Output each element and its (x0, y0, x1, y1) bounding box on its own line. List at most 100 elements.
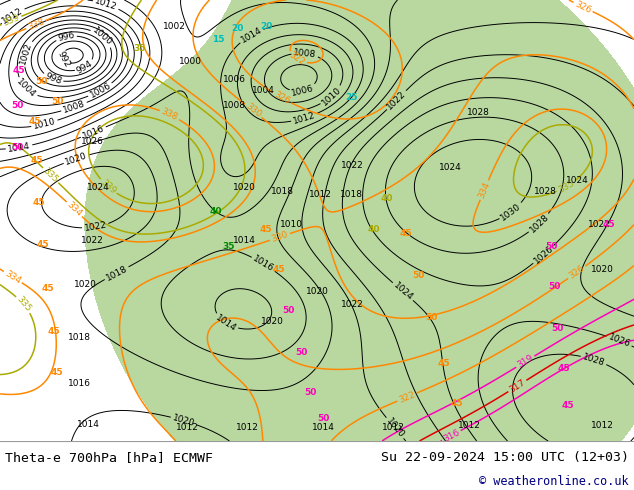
Text: 45: 45 (29, 117, 41, 126)
Text: 996: 996 (57, 31, 75, 43)
Text: 1002: 1002 (163, 22, 186, 31)
Text: 1012: 1012 (94, 0, 119, 12)
Text: 1018: 1018 (68, 333, 91, 342)
Text: 45: 45 (33, 198, 46, 207)
Text: 1006: 1006 (291, 83, 315, 98)
Text: 50: 50 (317, 415, 330, 423)
Text: 20: 20 (260, 22, 273, 31)
Text: 335: 335 (15, 295, 32, 314)
Text: 1020: 1020 (64, 151, 89, 167)
Text: Theta-e 700hPa [hPa] ECMWF: Theta-e 700hPa [hPa] ECMWF (5, 451, 213, 464)
Text: 1028: 1028 (534, 187, 557, 196)
Text: 1012: 1012 (591, 421, 614, 430)
Text: 45: 45 (437, 359, 450, 368)
Text: 1020: 1020 (306, 287, 328, 295)
Text: 1010: 1010 (32, 117, 57, 131)
Text: 50: 50 (545, 243, 558, 251)
Text: 317: 317 (508, 378, 527, 394)
Text: 45: 45 (399, 229, 412, 238)
Text: 45: 45 (37, 240, 49, 249)
Text: 316: 316 (441, 427, 461, 443)
Text: 1010: 1010 (320, 85, 343, 107)
Text: 45: 45 (558, 364, 571, 373)
Text: 1022: 1022 (81, 236, 103, 245)
Text: 1014: 1014 (239, 25, 264, 45)
Text: 339: 339 (99, 177, 117, 196)
Text: 45: 45 (48, 327, 60, 336)
Text: 15: 15 (212, 35, 225, 44)
Text: 1014: 1014 (77, 420, 100, 429)
Text: 1012: 1012 (292, 111, 316, 126)
Text: 35: 35 (222, 243, 235, 251)
Text: 1004: 1004 (252, 86, 275, 95)
Text: 50: 50 (552, 324, 564, 333)
Text: 1016: 1016 (251, 254, 276, 273)
Text: 1018: 1018 (271, 187, 294, 196)
Text: 1022: 1022 (340, 300, 363, 309)
Text: 1020: 1020 (74, 280, 97, 289)
Text: 1028: 1028 (467, 108, 490, 117)
Text: 1012: 1012 (176, 423, 198, 432)
Text: 992: 992 (56, 50, 72, 70)
Text: 998: 998 (43, 72, 63, 86)
Text: 338: 338 (160, 107, 179, 122)
Text: 1010: 1010 (280, 220, 303, 229)
Text: 1012: 1012 (309, 190, 332, 198)
Text: 1022: 1022 (588, 220, 611, 229)
Text: 1022: 1022 (84, 220, 107, 233)
Text: 1016: 1016 (68, 379, 91, 388)
Text: 1020: 1020 (233, 183, 256, 192)
Text: 1020: 1020 (261, 318, 284, 326)
Text: 1000: 1000 (91, 26, 114, 48)
Text: 1006: 1006 (223, 75, 246, 84)
Text: 1004: 1004 (15, 77, 37, 100)
Text: 1008: 1008 (223, 101, 246, 110)
Text: 1026: 1026 (81, 137, 103, 146)
Text: 1012: 1012 (236, 423, 259, 432)
Text: 1024: 1024 (87, 183, 110, 192)
Text: 994: 994 (75, 58, 94, 75)
Text: 334: 334 (65, 200, 84, 219)
Text: 45: 45 (561, 401, 574, 410)
Text: 330: 330 (270, 230, 290, 244)
Text: 45: 45 (602, 220, 615, 229)
Text: Su 22-09-2024 15:00 UTC (12+03): Su 22-09-2024 15:00 UTC (12+03) (381, 451, 629, 464)
Text: 1012: 1012 (382, 423, 404, 432)
Text: 1030: 1030 (499, 201, 523, 222)
Text: 1026: 1026 (607, 333, 631, 349)
Text: 25: 25 (346, 93, 358, 101)
Text: 338: 338 (27, 17, 46, 32)
Text: 50: 50 (11, 101, 24, 110)
Text: 50: 50 (304, 388, 317, 397)
Text: 50: 50 (11, 143, 24, 152)
Text: 326: 326 (567, 264, 586, 281)
Text: 45: 45 (13, 66, 25, 75)
Text: 334: 334 (3, 269, 22, 286)
Text: 40: 40 (380, 194, 393, 203)
Text: 1026: 1026 (532, 244, 555, 266)
Text: 322: 322 (288, 50, 307, 68)
Text: 50: 50 (282, 306, 295, 316)
Text: 45: 45 (273, 265, 285, 273)
Text: 35: 35 (133, 44, 146, 53)
Text: 1014: 1014 (233, 236, 256, 245)
Text: 45: 45 (30, 156, 43, 166)
Text: 50: 50 (295, 348, 307, 357)
Text: 1002: 1002 (18, 41, 34, 66)
Text: 335: 335 (557, 178, 576, 195)
Text: 1018: 1018 (105, 264, 129, 282)
Text: 1022: 1022 (340, 161, 363, 170)
Text: 50: 50 (35, 77, 48, 86)
Text: 1028: 1028 (581, 352, 606, 368)
Text: 330: 330 (243, 102, 262, 120)
Text: 326: 326 (573, 0, 593, 15)
Text: © weatheronline.co.uk: © weatheronline.co.uk (479, 475, 629, 488)
Text: 1028: 1028 (527, 212, 550, 234)
Text: 50: 50 (412, 271, 425, 280)
Text: 50: 50 (548, 282, 561, 291)
Text: 1008: 1008 (61, 99, 86, 115)
Text: 1012: 1012 (458, 421, 481, 430)
Text: 1020: 1020 (172, 413, 196, 428)
Text: 1014: 1014 (7, 141, 31, 154)
Text: 1020: 1020 (384, 416, 406, 440)
